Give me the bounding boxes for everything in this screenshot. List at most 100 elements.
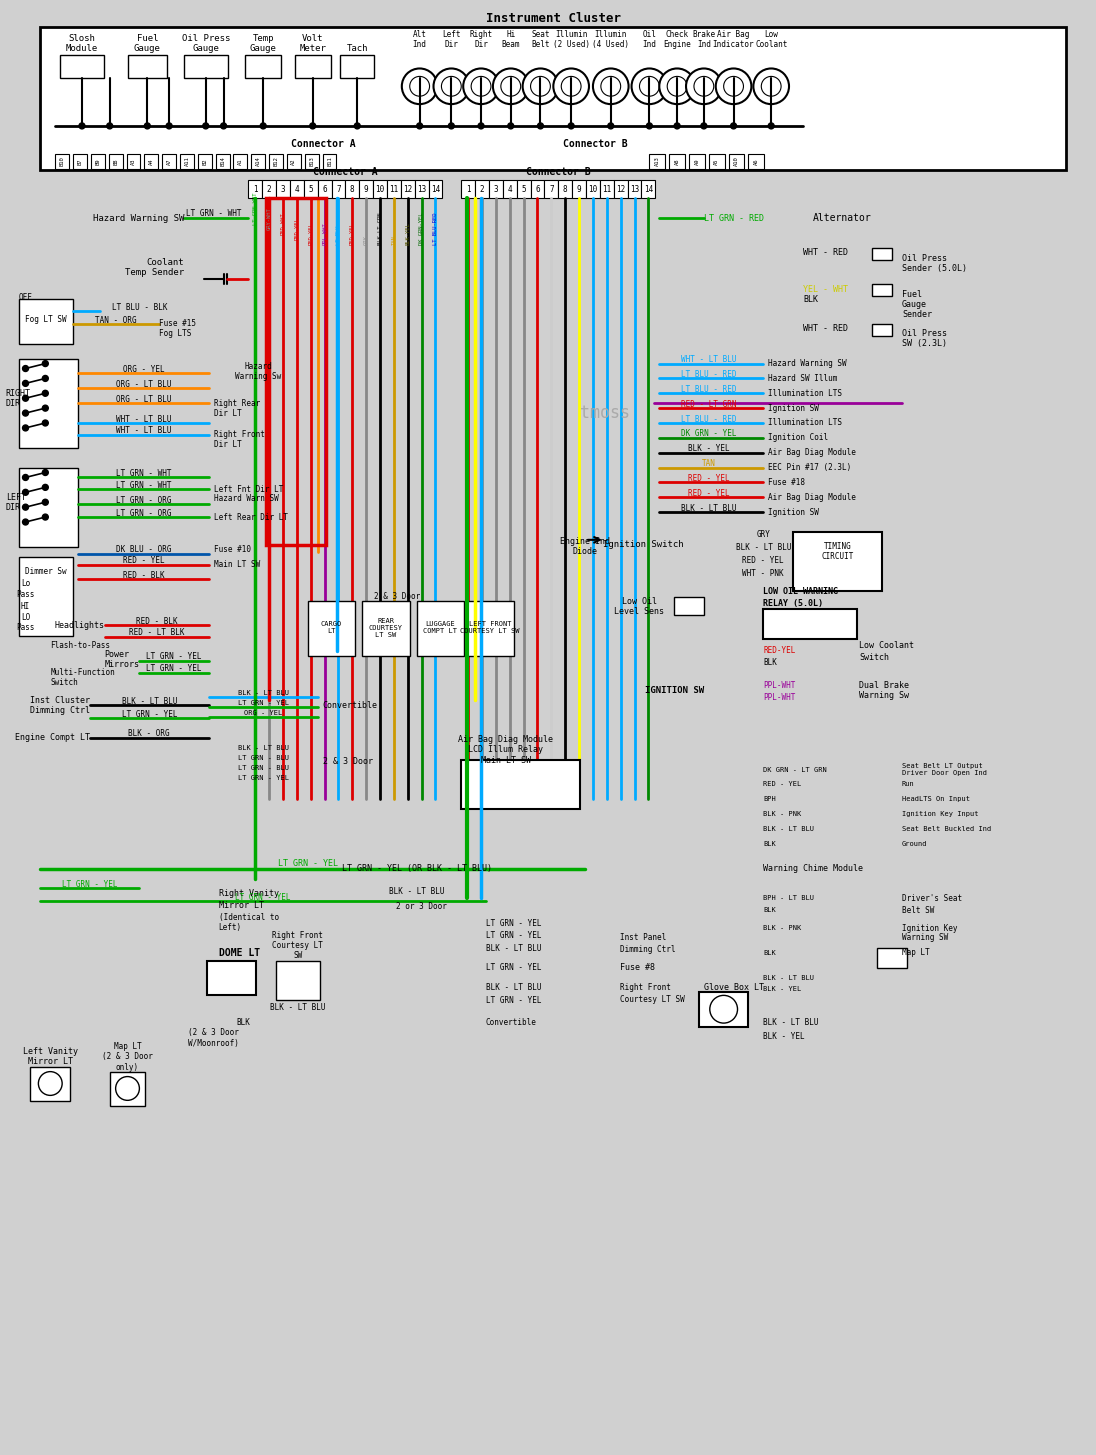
Text: CIRCUIT: CIRCUIT (821, 553, 854, 562)
Text: RED - YEL: RED - YEL (123, 556, 164, 565)
Text: Convertible: Convertible (322, 701, 378, 710)
Bar (55, 154, 69, 169)
Circle shape (23, 396, 28, 402)
Text: A13: A13 (654, 157, 660, 166)
Text: ORG - LT BLU: ORG - LT BLU (115, 380, 171, 388)
Text: BLK: BLK (803, 295, 818, 304)
Text: Engine Compt LT: Engine Compt LT (15, 733, 90, 742)
Bar (331, 180, 345, 198)
Text: B9: B9 (95, 159, 101, 164)
Text: GRY: GRY (364, 236, 368, 244)
Text: Dual Brake: Dual Brake (859, 681, 910, 690)
Text: A14: A14 (255, 157, 261, 166)
Text: LT GRN - ORG: LT GRN - ORG (115, 509, 171, 518)
Text: A8: A8 (675, 159, 680, 164)
Text: LO: LO (21, 613, 30, 621)
Text: BLK - LT BLU: BLK - LT BLU (389, 888, 444, 896)
Circle shape (448, 122, 455, 129)
Bar (197, 154, 212, 169)
Text: LT GRN - YEL: LT GRN - YEL (146, 652, 202, 661)
Bar (91, 154, 105, 169)
Text: LT GRN - WHT: LT GRN - WHT (115, 482, 171, 490)
Circle shape (106, 122, 113, 129)
Bar (19, 358, 78, 448)
Text: A2: A2 (292, 159, 296, 164)
Text: B14: B14 (220, 157, 225, 166)
Text: 6: 6 (535, 185, 540, 194)
Bar (305, 154, 319, 169)
Text: Map LT: Map LT (902, 949, 929, 957)
Text: Power: Power (105, 650, 129, 659)
Text: LT GRN - YEL: LT GRN - YEL (238, 774, 288, 780)
Text: Connector B: Connector B (526, 167, 591, 178)
Circle shape (700, 122, 707, 129)
Text: Gauge: Gauge (134, 44, 161, 54)
Bar (414, 180, 429, 198)
Text: DK GRN - YEL: DK GRN - YEL (681, 429, 737, 438)
Text: Oil Press: Oil Press (902, 329, 947, 339)
Circle shape (23, 489, 28, 495)
Bar (794, 533, 882, 591)
Text: LEFT FRONT
COURTESY LT SW: LEFT FRONT COURTESY LT SW (460, 621, 520, 634)
Text: TIMING: TIMING (824, 543, 852, 551)
Text: EEC Pin #17 (2.3L): EEC Pin #17 (2.3L) (768, 463, 852, 471)
Text: LT GRN - YEL: LT GRN - YEL (238, 700, 288, 706)
Text: Right Rear: Right Rear (214, 399, 260, 407)
Text: LT GRN - RED: LT GRN - RED (704, 214, 764, 223)
Circle shape (43, 404, 48, 412)
Circle shape (493, 68, 528, 105)
Text: W/Moonroof): W/Moonroof) (189, 1039, 239, 1049)
Text: Right
Dir: Right Dir (469, 31, 492, 49)
Bar (110, 1072, 146, 1106)
Text: Headlights: Headlights (55, 620, 105, 630)
Text: Ignition SW: Ignition SW (768, 403, 819, 413)
Text: BPH - LT BLU: BPH - LT BLU (763, 895, 814, 901)
Circle shape (568, 122, 574, 129)
Bar (699, 992, 749, 1027)
Text: LT GRN - YEL: LT GRN - YEL (486, 995, 541, 1005)
Text: Tach: Tach (346, 44, 368, 54)
Text: BLK - LT BLU: BLK - LT BLU (763, 826, 814, 832)
Text: Gauge: Gauge (902, 300, 927, 308)
Text: Left Rear Dir LT: Left Rear Dir LT (214, 512, 287, 521)
Text: 11: 11 (602, 185, 612, 194)
Text: Right Front: Right Front (619, 984, 671, 992)
Text: PPL-WHT: PPL-WHT (763, 681, 796, 690)
Text: Hazard SW Illum: Hazard SW Illum (768, 374, 837, 383)
Text: BLK - LT BLU: BLK - LT BLU (238, 745, 288, 751)
Bar (877, 947, 906, 968)
Text: RED - YEL: RED - YEL (742, 556, 784, 565)
Text: Convertible: Convertible (486, 1017, 537, 1027)
Text: Temp: Temp (252, 35, 274, 44)
Circle shape (43, 470, 48, 476)
Text: 13: 13 (416, 185, 426, 194)
Bar (266, 198, 326, 544)
Bar (530, 180, 545, 198)
Circle shape (768, 122, 774, 129)
Bar (475, 180, 489, 198)
Bar (276, 960, 320, 1001)
Text: Meter: Meter (299, 44, 327, 54)
Text: Dimming Ctrl: Dimming Ctrl (30, 706, 90, 714)
Text: Seat
Belt: Seat Belt (532, 31, 550, 49)
Text: WHT - RED: WHT - RED (803, 249, 848, 258)
Text: B7: B7 (78, 159, 82, 164)
Text: 8: 8 (563, 185, 568, 194)
Text: Low Coolant: Low Coolant (859, 642, 914, 650)
Text: BLK - LT BLU: BLK - LT BLU (270, 1002, 326, 1011)
Text: Air Bag Diag Module: Air Bag Diag Module (768, 493, 856, 502)
Text: Sender (5.0L): Sender (5.0L) (902, 263, 967, 274)
Text: WHT - LT BLU: WHT - LT BLU (115, 415, 171, 423)
Text: LT GRN - ORG: LT GRN - ORG (115, 496, 171, 505)
Text: Air Bag Diag Module: Air Bag Diag Module (768, 448, 856, 457)
Bar (304, 180, 318, 198)
Text: Sender: Sender (902, 310, 932, 319)
Circle shape (537, 122, 544, 129)
Text: A1: A1 (238, 159, 243, 164)
Circle shape (523, 68, 558, 105)
Text: LT GRN - YEL: LT GRN - YEL (486, 963, 541, 972)
Text: 2 or 3 Door: 2 or 3 Door (396, 902, 447, 911)
Bar (401, 180, 414, 198)
Text: Oil Press: Oil Press (182, 35, 230, 44)
Text: BLK - LT BLU: BLK - LT BLU (486, 984, 541, 992)
